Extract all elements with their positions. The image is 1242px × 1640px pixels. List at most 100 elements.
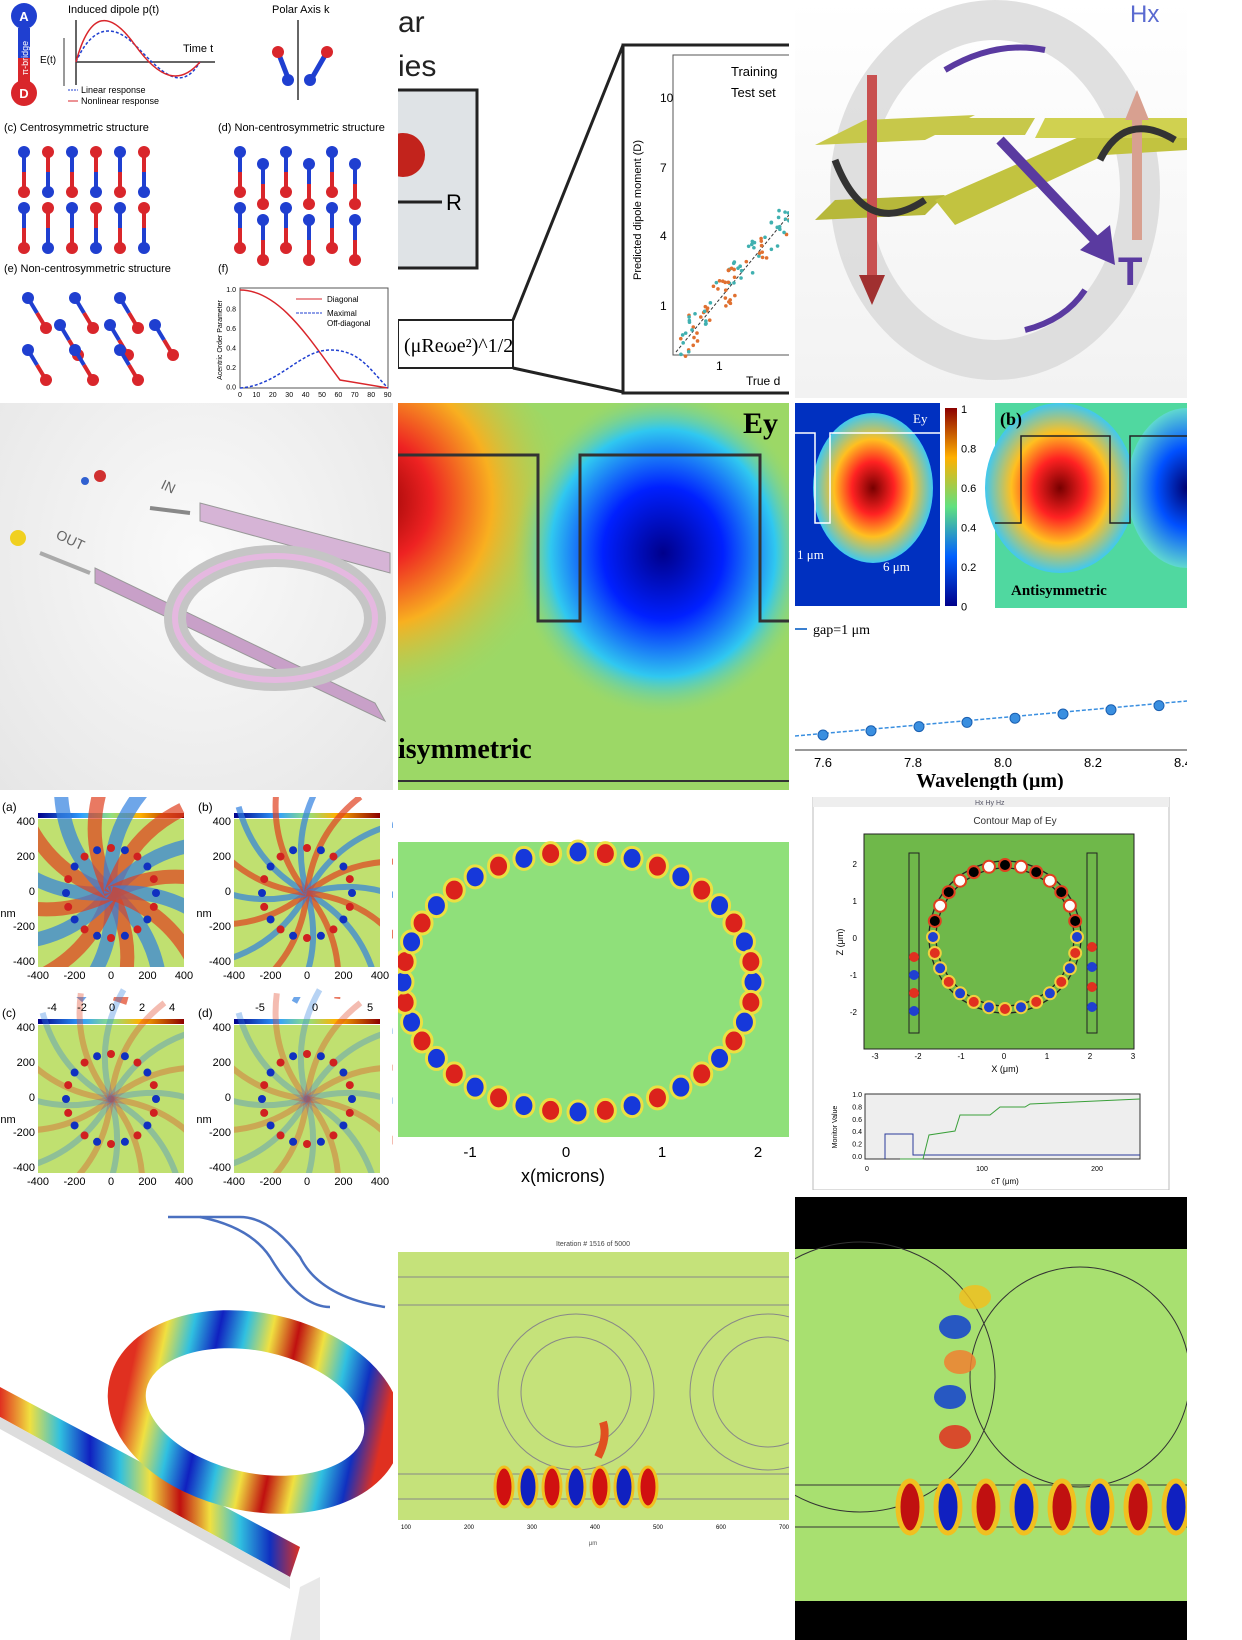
ytick: 7 bbox=[660, 161, 667, 175]
tile-modes-wavelength[interactable]: Ey 1 μm 6 μm 1 0.8 0.6 0.4 0.2 0 (b) Antisymm… bbox=[795, 403, 1187, 790]
contour-lobes bbox=[909, 858, 1097, 1016]
tile-two-rings[interactable] bbox=[795, 1197, 1187, 1640]
xtick: 0 bbox=[304, 970, 310, 982]
scatter-point bbox=[727, 300, 731, 304]
toroidal-moment-label: T bbox=[1118, 250, 1142, 294]
e-t-label: E(t) bbox=[40, 55, 56, 66]
field-lobe bbox=[442, 1061, 466, 1087]
wavelength-point bbox=[961, 716, 973, 728]
scatter-point bbox=[759, 243, 764, 248]
legend-diagonal: Diagonal bbox=[327, 295, 359, 304]
field-lobe bbox=[64, 875, 73, 884]
contour-lobe bbox=[933, 961, 948, 976]
tile-ey-field[interactable]: Ey isymmetric bbox=[398, 403, 789, 790]
contour-ticks: -3 -2 -1 0 1 2 3 2 1 0 -1 -2 bbox=[850, 860, 1136, 1061]
field-lobe bbox=[645, 1085, 669, 1111]
scatter-point bbox=[703, 322, 708, 326]
tile-ring-3d[interactable]: IN OUT bbox=[0, 403, 393, 790]
dimer-end bbox=[138, 202, 150, 214]
scatter-point bbox=[752, 245, 756, 250]
ytick: -400 bbox=[209, 1162, 231, 1174]
field-component-toolbar[interactable]: Hx Hy Hz bbox=[975, 800, 1005, 807]
scatter-point bbox=[687, 315, 691, 319]
wavelength-tick: 8.2 bbox=[1084, 755, 1102, 770]
coupled-lobe bbox=[594, 1420, 609, 1459]
ytick: 200 bbox=[17, 851, 35, 863]
antisymmetric-small-label: Antisymmetric bbox=[1011, 583, 1107, 599]
dimer-end bbox=[90, 242, 102, 254]
wavelength-ticks: 7.6 7.8 8.0 8.2 8.4 bbox=[814, 755, 1187, 770]
dimer-end bbox=[90, 202, 102, 214]
scatter-point bbox=[717, 279, 722, 283]
x-tick: -1 bbox=[463, 1144, 476, 1161]
ml-xlabel: True d bbox=[746, 374, 780, 388]
dimer-end bbox=[54, 319, 66, 331]
panel-label: (b) bbox=[198, 800, 213, 814]
scatter-point bbox=[691, 343, 696, 348]
coupled-lobe bbox=[939, 1315, 971, 1339]
contour-lobe bbox=[953, 986, 968, 1001]
tile-ring-dots[interactable]: -1 0 1 2 x(microns) bbox=[398, 797, 789, 1190]
contour-lobe bbox=[998, 858, 1012, 872]
tile-contour-map[interactable]: Hx Hy Hz Contour Map of Ey -3 -2 -1 0 1 2 3 2 1 0… bbox=[795, 797, 1187, 1190]
coupled-lobe bbox=[959, 1285, 991, 1309]
scatter-point bbox=[750, 271, 755, 275]
field-lobe bbox=[62, 889, 70, 897]
contour-lobe bbox=[1068, 913, 1083, 928]
scatter-point bbox=[693, 311, 697, 316]
scatter-point bbox=[783, 210, 787, 214]
scatter-point bbox=[777, 224, 782, 229]
field-lobe bbox=[149, 875, 158, 884]
dimer-end bbox=[138, 146, 150, 158]
tile-toroid[interactable]: T Hx bbox=[795, 0, 1187, 398]
field-lobe bbox=[266, 915, 275, 924]
spiral-arm bbox=[108, 1000, 167, 1100]
colorbar-tick: 0.8 bbox=[961, 444, 976, 456]
dimer-end bbox=[22, 292, 34, 304]
field-lobe bbox=[152, 1095, 160, 1103]
wavelength-tick: 7.8 bbox=[904, 755, 922, 770]
field-lobe bbox=[260, 875, 269, 884]
scatter-point bbox=[723, 296, 728, 300]
colorbar-ticks: 1 0.8 0.6 0.4 0.2 0 bbox=[961, 404, 976, 614]
scatter-point bbox=[699, 315, 703, 319]
field-lobe bbox=[266, 1121, 275, 1130]
induced-dipole-title: Induced dipole p(t) bbox=[68, 4, 159, 16]
waveguide-lobe bbox=[909, 952, 919, 962]
tile-ring-bistability[interactable] bbox=[0, 1197, 393, 1640]
field-lobe bbox=[517, 1465, 539, 1509]
ytick: -200 bbox=[209, 1127, 231, 1139]
scatter-point bbox=[757, 251, 762, 255]
contour-lobe bbox=[1029, 994, 1044, 1009]
tile-iteration-sim[interactable]: Iteration # 1516 of 5000 100 200 300 400 500… bbox=[398, 1197, 789, 1640]
scatter-point bbox=[695, 331, 699, 335]
field-lobe bbox=[620, 1093, 644, 1119]
tile-dipole-ml[interactable]: ar ies R (μReωe²)^1/2 Predicted dipole m… bbox=[398, 0, 789, 398]
field-lobe bbox=[120, 846, 129, 855]
x-ticks: -1 0 1 2 bbox=[463, 1144, 762, 1161]
field-lobe bbox=[410, 1028, 434, 1054]
field-lobe bbox=[442, 877, 466, 903]
coupled-lobe bbox=[944, 1350, 976, 1374]
scatter-point bbox=[739, 268, 744, 273]
legend-nonlinear: Nonlinear response bbox=[81, 96, 159, 106]
xtick: 0 bbox=[304, 1176, 310, 1188]
legend-training: Training bbox=[731, 64, 777, 79]
colorbar bbox=[38, 813, 184, 818]
margin-mask bbox=[194, 1025, 234, 1190]
field-lobe bbox=[424, 893, 448, 919]
scatter-point bbox=[692, 335, 696, 340]
field-lobe bbox=[62, 1095, 70, 1103]
tile-dipole-figure[interactable]: A D π-bridge Induced dipole p(t) Polar A… bbox=[0, 0, 393, 398]
scatter-point bbox=[759, 239, 764, 243]
dimer-end bbox=[234, 202, 246, 214]
linear-response-curve bbox=[75, 30, 201, 79]
tile-four-panels[interactable]: (a) 400 200 0 -200 -400 -400 -200 0 200 400 nm (b) 40… bbox=[0, 797, 393, 1190]
field-lobe bbox=[339, 915, 348, 924]
xtick: 50 bbox=[318, 392, 326, 398]
monitor-ytick: 0.6 bbox=[852, 1117, 862, 1124]
xtick: 400 bbox=[175, 970, 193, 982]
contour-lobe bbox=[953, 873, 968, 888]
contour-lobe bbox=[927, 946, 942, 961]
r-label: R bbox=[446, 190, 462, 215]
